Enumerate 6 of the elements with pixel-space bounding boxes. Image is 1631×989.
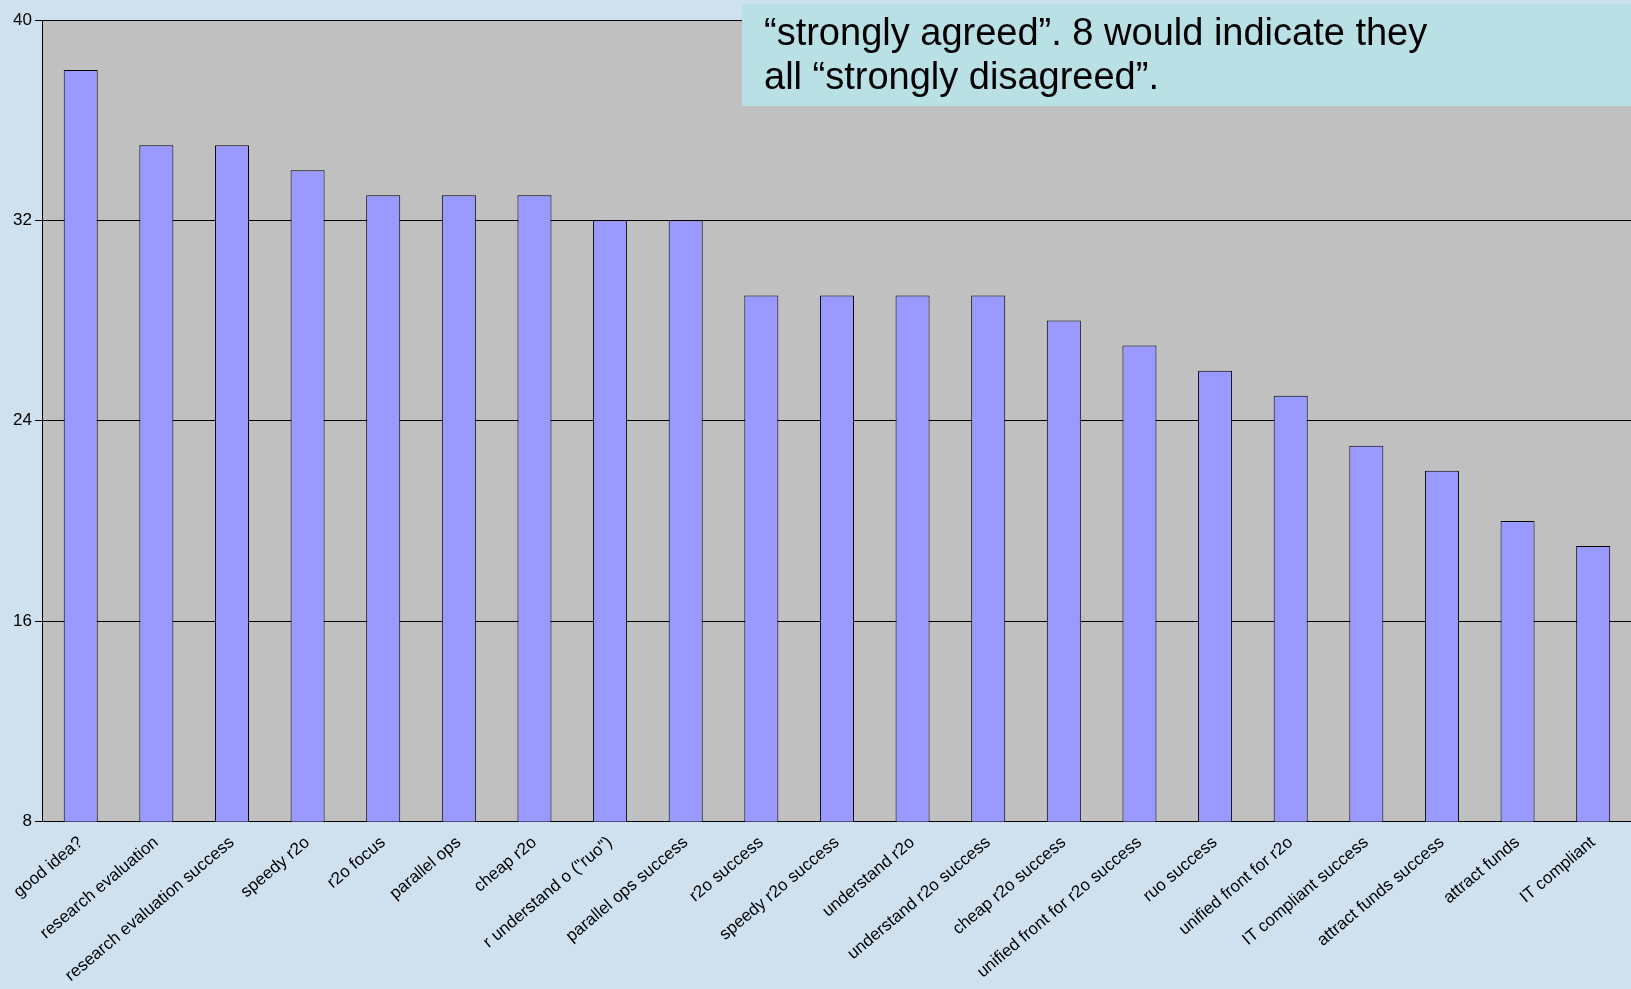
y-tick-label: 8: [22, 811, 32, 831]
y-tick-label: 16: [12, 610, 32, 630]
y-tick-label: 40: [12, 9, 32, 29]
text-box: “strongly agreed”. 8 would indicate they all “strongly disagreed”.: [742, 4, 1631, 106]
y-tick-label: 32: [12, 210, 32, 230]
y-tick-label: 24: [12, 410, 32, 430]
